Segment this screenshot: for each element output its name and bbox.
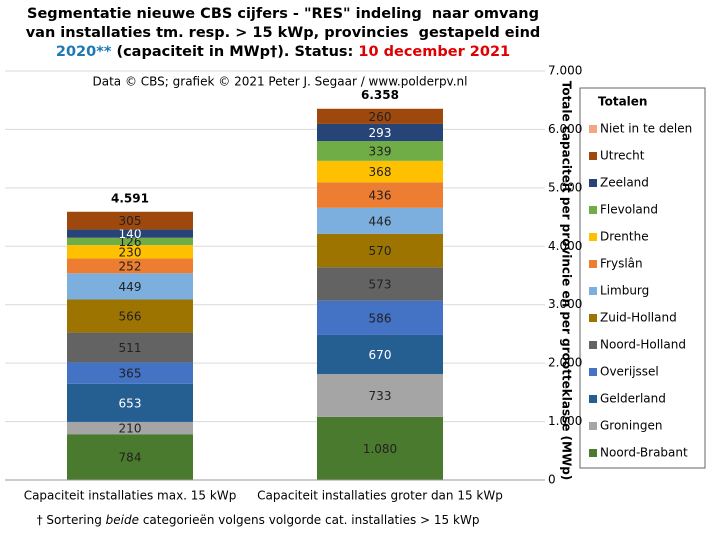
legend-label: Limburg [600,284,649,298]
legend-label: Fryslân [600,257,643,271]
legend-box [580,88,705,468]
title-part: 10 december 2021 [358,44,510,60]
legend-label: Noord-Holland [600,338,686,352]
legend-swatch [589,260,597,268]
data-label: 733 [369,389,392,403]
data-label: 293 [369,126,392,140]
data-label: 260 [369,110,392,124]
title-part: Segmentatie nieuwe CBS cijfers - "RES" i… [27,6,539,22]
data-label: 368 [369,165,392,179]
legend-label: Utrecht [600,149,645,163]
legend-label: Gelderland [600,392,666,406]
data-label: 511 [119,341,142,355]
data-label: 784 [119,451,142,465]
legend-swatch [589,422,597,430]
data-label: 566 [119,310,142,324]
x-tick-label: Capaciteit installaties groter dan 15 kW… [257,489,503,503]
legend-label: Niet in te delen [600,122,692,136]
chart-title: Segmentatie nieuwe CBS cijfers - "RES" i… [27,6,539,22]
legend-swatch [589,287,597,295]
total-label: 4.591 [111,191,149,205]
footnote-part: beide [106,513,139,527]
data-label: 570 [369,244,392,258]
data-label: 446 [369,214,392,228]
legend-label: Zeeland [600,176,649,190]
total-label: 6.358 [361,88,399,102]
legend-swatch [589,233,597,241]
legend-swatch [589,368,597,376]
data-label: 365 [119,367,142,381]
chart-title: van installaties tm. resp. > 15 kWp, pro… [26,25,541,41]
data-label: 210 [119,422,142,436]
data-label: 252 [119,259,142,273]
legend-swatch [589,152,597,160]
data-label: 339 [369,144,392,158]
legend-title: Totalen [598,95,647,109]
legend-swatch [589,125,597,133]
data-label: 449 [119,280,142,294]
title-part: 2020** [56,44,112,60]
legend-swatch [589,341,597,349]
chart-title: 2020** (capaciteit in MWp†). Status: 10 … [56,44,510,60]
title-part: (capaciteit in MWp†). Status: [111,44,358,60]
legend-label: Drenthe [600,230,649,244]
footnote-part: categorieën volgens volgorde cat. instal… [139,513,479,527]
x-tick-label: Capaciteit installaties max. 15 kWp [24,489,237,503]
legend-swatch [589,449,597,457]
legend-label: Overijssel [600,365,659,379]
footnote: † Sortering beide categorieën volgens vo… [37,513,480,527]
subtitle: Data © CBS; grafiek © 2021 Peter J. Sega… [93,75,468,89]
data-label: 653 [119,396,142,410]
legend-swatch [589,206,597,214]
y-axis-label: Totale capaciteit per provincie en per g… [560,81,574,481]
legend-label: Noord-Brabant [600,446,688,460]
data-label: 586 [369,311,392,325]
legend-swatch [589,179,597,187]
legend-swatch [589,395,597,403]
y-tick-label: 0 [548,473,556,487]
data-label: 670 [369,348,392,362]
data-label: 436 [369,189,392,203]
title-part: van installaties tm. resp. > 15 kWp, pro… [26,25,541,41]
legend-label: Zuid-Holland [600,311,677,325]
data-label: 305 [119,214,142,228]
legend-label: Flevoland [600,203,658,217]
legend-label: Groningen [600,419,662,433]
data-label: 573 [369,277,392,291]
data-label: 1.080 [363,442,397,456]
y-tick-label: 7.000 [548,64,582,78]
footnote-part: † Sortering [37,513,106,527]
legend-swatch [589,314,597,322]
